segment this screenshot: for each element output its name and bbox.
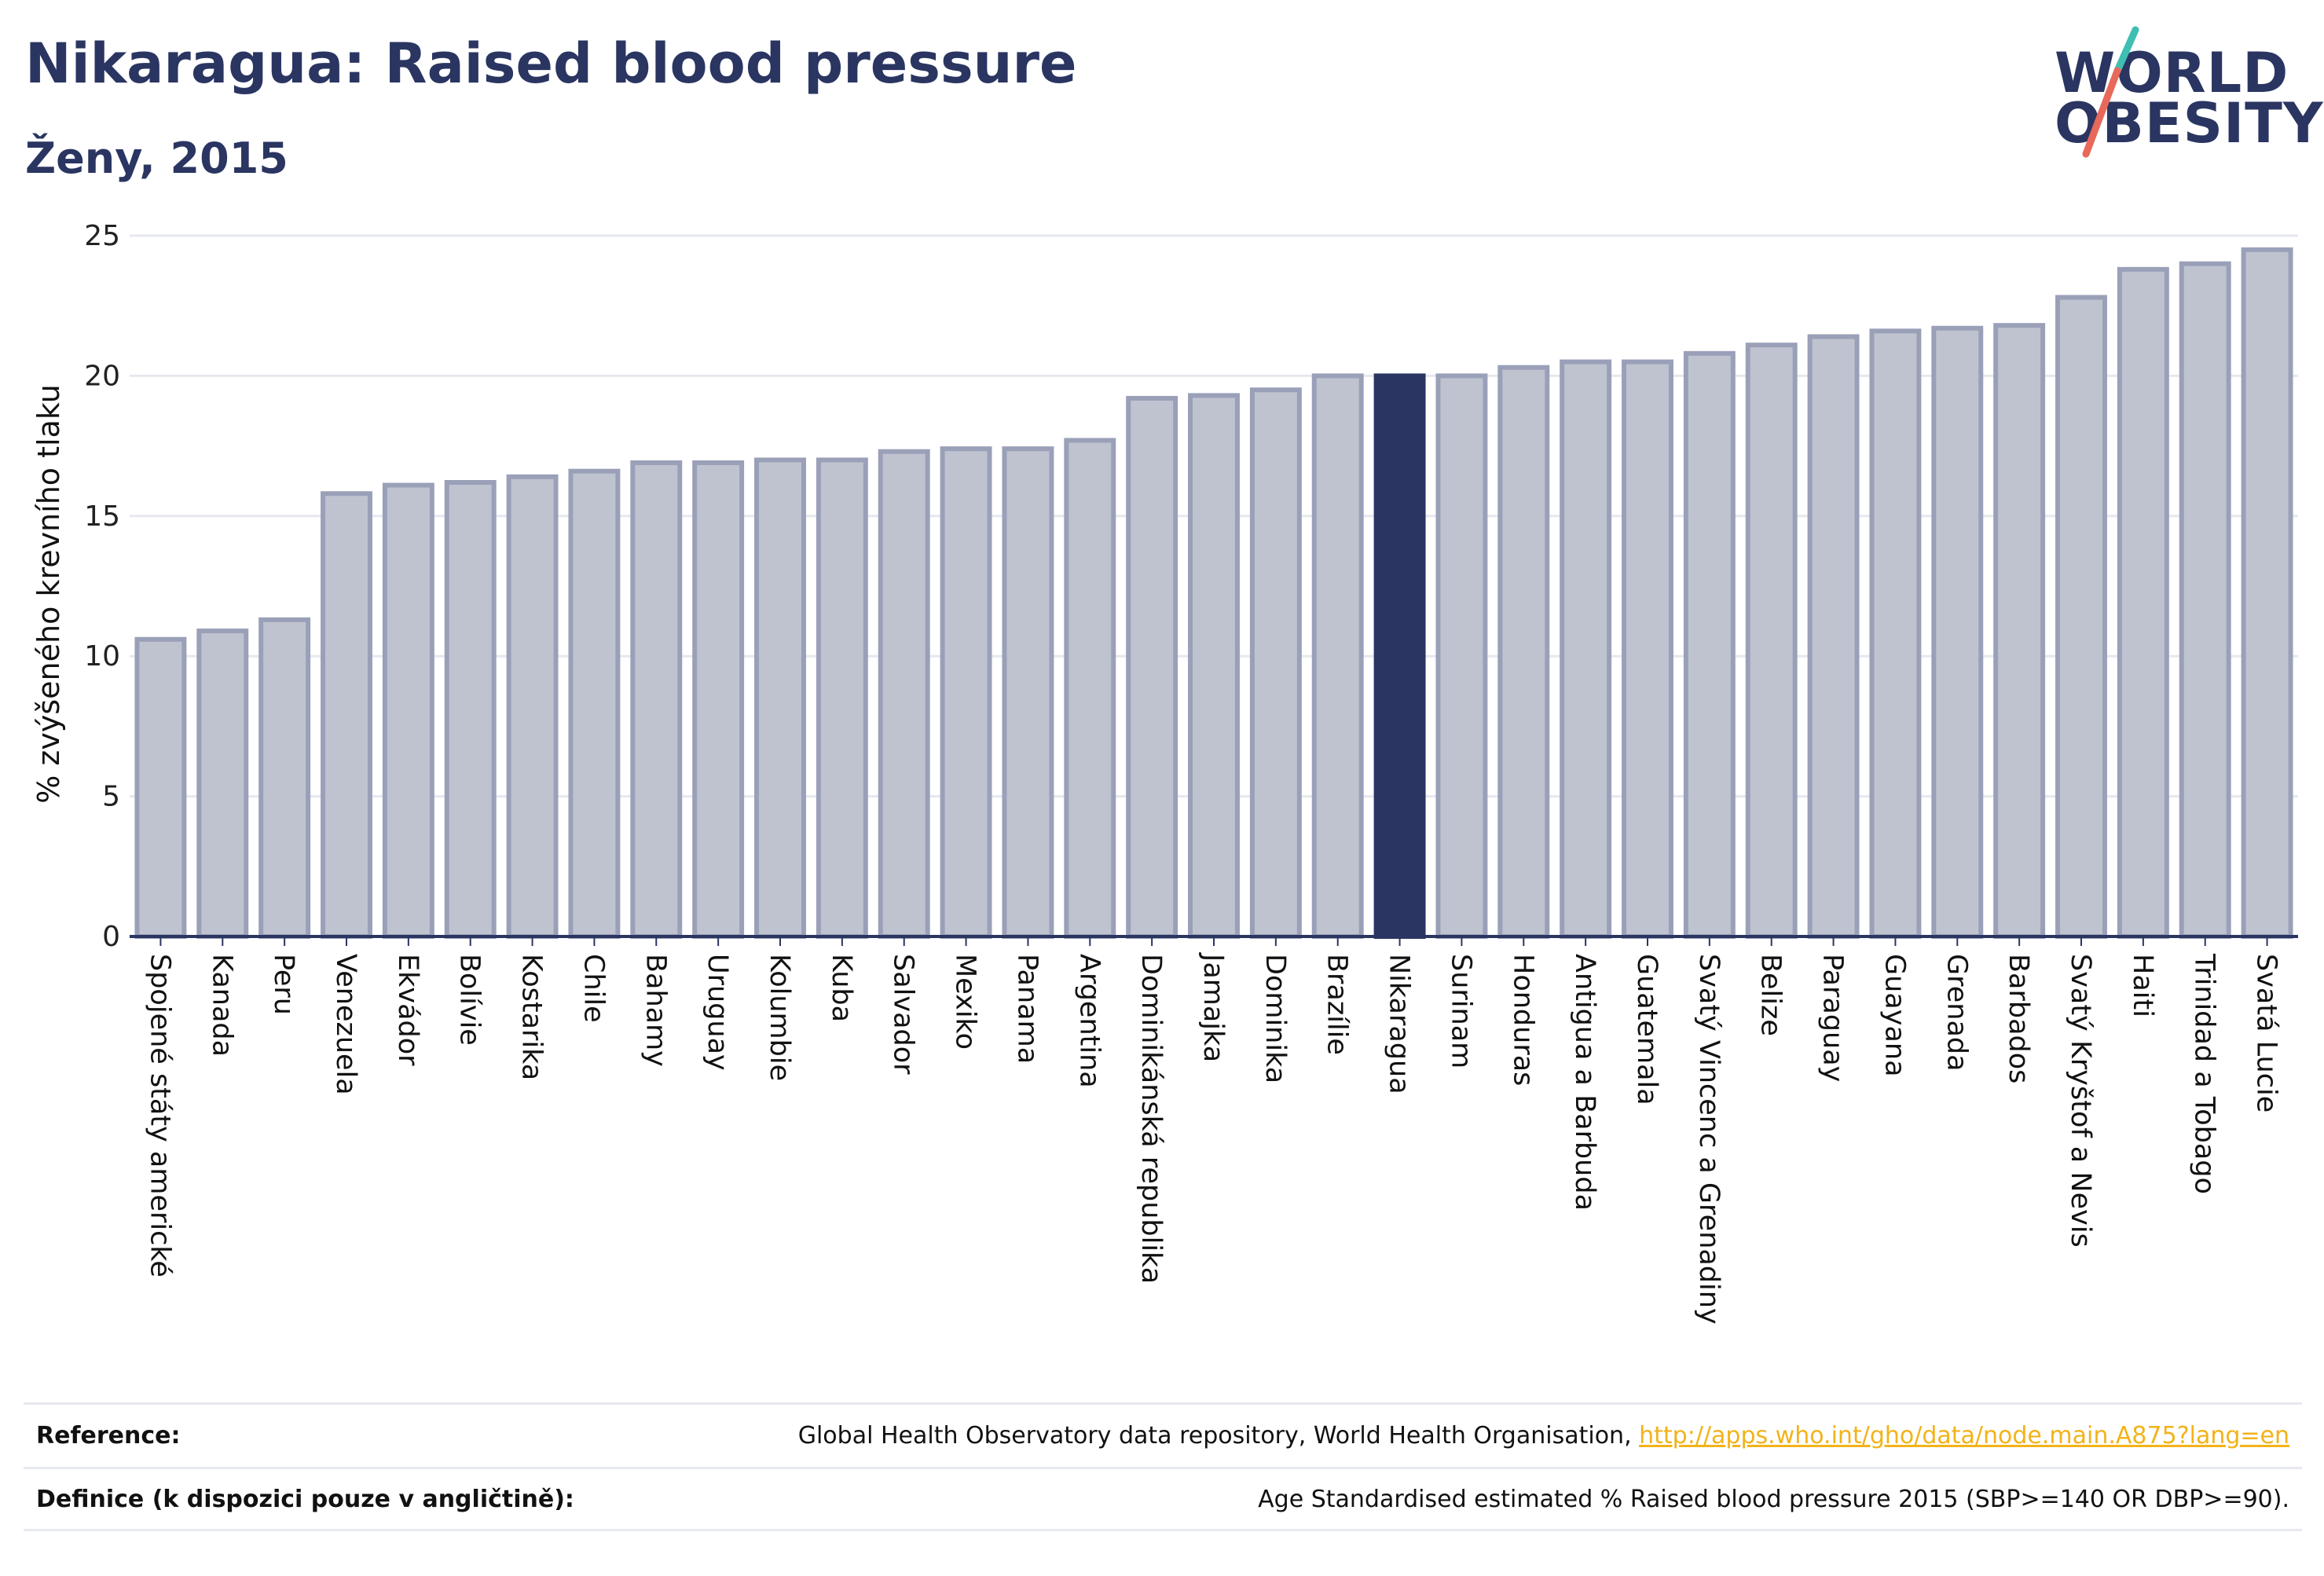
bar	[1993, 323, 2046, 939]
bar	[506, 474, 559, 939]
x-tick-label: Kanada	[206, 954, 237, 1057]
bar	[444, 479, 497, 939]
x-tick-label: Ekvádor	[392, 954, 423, 1066]
bar	[630, 460, 683, 939]
x-tick-label: Jamajka	[1197, 952, 1229, 1062]
x-tick-label: Panama	[1011, 954, 1043, 1064]
reference-link[interactable]: http://apps.who.int/gho/data/node.main.A…	[1639, 1422, 2289, 1450]
bar	[1435, 373, 1488, 939]
x-tick-label: Chile	[577, 954, 609, 1023]
bar	[1249, 387, 1302, 939]
bar	[321, 491, 372, 939]
x-tick-label: Nikaragua	[1384, 954, 1415, 1094]
logo-slash-icon	[2082, 26, 2139, 158]
bars	[134, 247, 2293, 940]
x-tick-label: Kolumbie	[764, 954, 795, 1081]
x-tick-label: Honduras	[1507, 954, 1538, 1086]
x-tick-label: Paraguay	[1817, 954, 1849, 1082]
x-tick-label: Svatý Kryštof a Nevis	[2065, 954, 2096, 1248]
reference-value: Global Health Observatory data repositor…	[798, 1422, 2302, 1450]
reference-label: Reference:	[36, 1422, 181, 1450]
x-tick-label: Kuba	[826, 954, 857, 1022]
footer: Reference: Global Health Observatory dat…	[24, 1402, 2302, 1531]
bar	[1002, 446, 1054, 939]
x-tick-label: Trinidad a Tobago	[2189, 953, 2220, 1194]
x-tick-label: Antigua a Barbuda	[1569, 954, 1600, 1211]
y-tick-label: 10	[84, 640, 120, 673]
x-tick-label: Bahamy	[640, 954, 671, 1067]
x-tick-label: Belize	[1755, 954, 1787, 1036]
x-tick-label: Surinam	[1445, 954, 1476, 1068]
x-tick-label: Grenada	[1941, 954, 1972, 1072]
y-tick-label: 0	[102, 921, 120, 953]
definition-row: Definice (k dispozici pouze v angličtině…	[24, 1467, 2302, 1531]
x-tick-label: Svatá Lucie	[2251, 954, 2282, 1112]
chart-title: Nikaragua: Raised blood pressure	[25, 31, 1077, 96]
definition-label: Definice (k dispozici pouze v angličtině…	[36, 1485, 574, 1513]
bar	[1064, 438, 1116, 939]
x-tick-label: Venezuela	[330, 954, 361, 1095]
y-tick-label: 25	[84, 220, 120, 252]
x-tick-label: Mexiko	[950, 954, 981, 1050]
reference-row: Reference: Global Health Observatory dat…	[24, 1402, 2302, 1467]
y-tick-label: 15	[84, 500, 120, 533]
x-tick-label: Haiti	[2127, 954, 2158, 1017]
bar	[878, 449, 930, 939]
x-tick-label: Barbados	[2003, 954, 2034, 1083]
bar	[1807, 334, 1860, 939]
x-tick-label: Kostarika	[516, 954, 548, 1080]
y-tick-label: 20	[84, 360, 120, 392]
x-tick-label: Salvador	[888, 954, 919, 1075]
bar	[2055, 295, 2107, 940]
bar	[754, 457, 806, 939]
bar	[1311, 373, 1364, 939]
bar	[816, 457, 868, 939]
x-tick-label: Bolívie	[454, 954, 486, 1046]
bar	[692, 460, 745, 939]
definition-text: Age Standardised estimated % Raised bloo…	[1258, 1485, 2289, 1513]
bar	[382, 482, 434, 939]
bar	[568, 468, 621, 939]
x-tick-label: Peru	[268, 954, 299, 1015]
world-obesity-logo: WORLD OBESITY	[2043, 24, 2323, 165]
bar	[1188, 393, 1240, 940]
x-tick-label: Guayana	[1879, 954, 1910, 1077]
x-tick-label: Brazílie	[1321, 954, 1353, 1055]
y-axis-title: % zvýšeného krevního tlaku	[31, 384, 66, 804]
bar	[196, 629, 249, 939]
bar	[1869, 328, 1922, 939]
bar	[1560, 359, 1612, 939]
x-tick-label: Dominikánská republika	[1135, 954, 1167, 1284]
x-tick-label: Argentina	[1073, 954, 1105, 1088]
bar	[258, 617, 311, 939]
bar	[1497, 365, 1550, 940]
logo-word-world: WORLD	[2055, 41, 2289, 105]
bar	[2179, 261, 2231, 939]
x-tick-label: Svatý Vincenc a Grenadiny	[1693, 954, 1725, 1325]
y-tick-label: 5	[102, 781, 120, 813]
bar	[1683, 350, 1736, 939]
bar	[1126, 395, 1178, 940]
bar	[1745, 343, 1798, 940]
bar	[134, 636, 187, 939]
x-tick-label: Guatemala	[1631, 954, 1662, 1105]
bar-chart: 0 5 10 15 20 25 Spojené státy americké Kanada Pe…	[31, 220, 2298, 1325]
bar	[1622, 359, 1673, 939]
bar	[940, 446, 992, 939]
chart-subtitle: Ženy, 2015	[25, 134, 288, 183]
bar	[2117, 266, 2169, 940]
bar	[2241, 247, 2293, 939]
reference-text: Global Health Observatory data repositor…	[797, 1422, 1640, 1450]
bar-highlighted	[1373, 373, 1426, 939]
bar	[1931, 325, 1984, 939]
x-tick-label: Dominika	[1259, 954, 1291, 1083]
x-tick-label: Spojené státy americké	[144, 954, 175, 1277]
axes: 0 5 10 15 20 25 Spojené státy americké Kanada Pe…	[84, 220, 2298, 1325]
x-tick-label: Uruguay	[702, 954, 733, 1071]
